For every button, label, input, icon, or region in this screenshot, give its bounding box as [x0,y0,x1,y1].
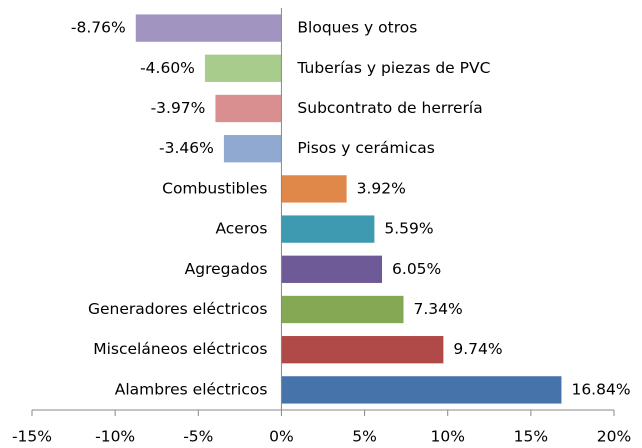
x-tick-label: -10% [95,428,135,446]
bar [281,175,347,203]
x-tick-label: -15% [12,428,52,446]
x-tick-label: -5% [183,428,213,446]
x-tick-label: 5% [352,428,377,446]
category-label: Agregados [185,260,268,278]
value-label: -8.76% [71,19,126,37]
value-label: -4.60% [140,59,195,77]
category-label: Combustibles [162,179,267,197]
bar [281,255,383,283]
bar [135,14,282,42]
category-label: Tuberías y piezas de PVC [296,59,490,77]
x-tick-label: 10% [430,428,464,446]
category-label: Bloques y otros [297,19,417,37]
value-label: 3.92% [357,179,406,197]
category-label: Misceláneos eléctricos [93,340,267,358]
value-label: 16.84% [571,380,630,398]
category-label: Subcontrato de herrería [297,99,482,117]
bar [215,94,282,123]
value-label: 6.05% [392,260,441,278]
bar [223,135,282,163]
x-tick-label: 0% [269,428,294,446]
x-tick-label: 15% [514,428,548,446]
category-label: Aceros [215,220,267,238]
value-label: 9.74% [453,340,502,358]
x-tick-label: 20% [597,428,631,446]
bar [281,376,562,404]
category-label: Generadores eléctricos [88,300,267,318]
category-label: Alambres eléctricos [115,380,268,398]
bar [204,54,282,82]
category-label: Pisos y cerámicas [297,139,434,157]
value-label: -3.97% [151,99,206,117]
bar [281,215,375,243]
value-label: -3.46% [159,139,214,157]
value-label: 5.59% [384,220,433,238]
bar [281,336,444,364]
bar [281,295,404,324]
value-label: 7.34% [413,300,462,318]
